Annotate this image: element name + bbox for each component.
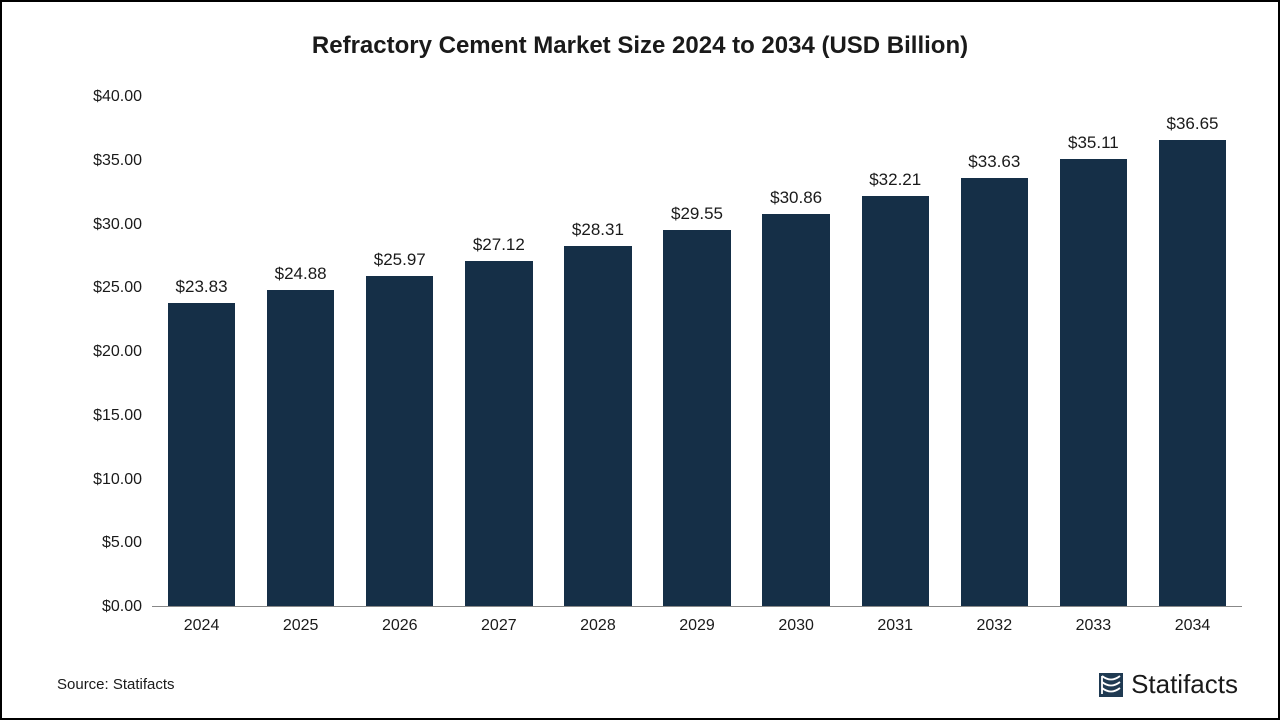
bar-value-label: $32.21 xyxy=(869,170,921,190)
bar-value-label: $23.83 xyxy=(176,277,228,297)
brand-text: Statifacts xyxy=(1131,669,1238,700)
source-text: Source: Statifacts xyxy=(57,676,175,693)
y-tick-label: $20.00 xyxy=(93,343,142,361)
y-tick-label: $35.00 xyxy=(93,152,142,170)
chart-container: Refractory Cement Market Size 2024 to 20… xyxy=(0,0,1280,720)
bar-value-label: $30.86 xyxy=(770,188,822,208)
x-tick-label: 2026 xyxy=(382,617,418,635)
bar-rect xyxy=(168,303,235,607)
x-tick-label: 2024 xyxy=(184,617,220,635)
bar-value-label: $35.11 xyxy=(1068,133,1119,153)
bar-rect xyxy=(862,196,929,607)
x-tick-label: 2025 xyxy=(283,617,319,635)
bar-slot: $29.552029 xyxy=(647,97,746,607)
x-tick-label: 2032 xyxy=(977,617,1013,635)
bar-slot: $33.632032 xyxy=(945,97,1044,607)
bar-rect xyxy=(366,276,433,607)
bar-rect xyxy=(1159,140,1226,607)
footer: Source: Statifacts Statifacts xyxy=(57,669,1238,700)
y-tick-label: $15.00 xyxy=(93,407,142,425)
y-tick-label: $0.00 xyxy=(102,598,142,616)
bar-rect xyxy=(663,230,730,607)
y-tick-label: $25.00 xyxy=(93,279,142,297)
bar-value-label: $33.63 xyxy=(968,152,1020,172)
bar-rect xyxy=(267,290,334,607)
brand-logo-icon xyxy=(1097,671,1125,699)
x-tick-label: 2029 xyxy=(679,617,715,635)
bar-slot: $28.312028 xyxy=(548,97,647,607)
y-tick-label: $10.00 xyxy=(93,471,142,489)
x-tick-label: 2034 xyxy=(1175,617,1211,635)
bar-slot: $24.882025 xyxy=(251,97,350,607)
x-tick-label: 2028 xyxy=(580,617,616,635)
x-tick-label: 2027 xyxy=(481,617,517,635)
x-tick-label: 2031 xyxy=(877,617,913,635)
bar-rect xyxy=(1060,159,1127,607)
x-axis-line xyxy=(152,606,1242,607)
bar-slot: $25.972026 xyxy=(350,97,449,607)
y-tick-label: $5.00 xyxy=(102,534,142,552)
bar-value-label: $27.12 xyxy=(473,235,525,255)
y-tick-label: $30.00 xyxy=(93,216,142,234)
bar-slot: $30.862030 xyxy=(747,97,846,607)
bar-rect xyxy=(762,214,829,607)
bars-area: $23.832024$24.882025$25.972026$27.122027… xyxy=(152,97,1242,607)
bar-rect xyxy=(961,178,1028,607)
bar-slot: $23.832024 xyxy=(152,97,251,607)
bar-slot: $32.212031 xyxy=(846,97,945,607)
bar-value-label: $29.55 xyxy=(671,204,723,224)
bar-value-label: $25.97 xyxy=(374,250,426,270)
chart-title: Refractory Cement Market Size 2024 to 20… xyxy=(32,32,1248,60)
x-tick-label: 2030 xyxy=(778,617,814,635)
bar-rect xyxy=(465,261,532,607)
bar-slot: $35.112033 xyxy=(1044,97,1143,607)
bar-slot: $27.122027 xyxy=(449,97,548,607)
y-tick-label: $40.00 xyxy=(93,88,142,106)
x-tick-label: 2033 xyxy=(1076,617,1112,635)
brand: Statifacts xyxy=(1097,669,1238,700)
bar-slot: $36.652034 xyxy=(1143,97,1242,607)
bar-value-label: $24.88 xyxy=(275,264,327,284)
bar-value-label: $36.65 xyxy=(1166,114,1218,134)
plot-region: $0.00$5.00$10.00$15.00$20.00$25.00$30.00… xyxy=(152,97,1242,607)
bar-value-label: $28.31 xyxy=(572,220,624,240)
bar-rect xyxy=(564,246,631,607)
